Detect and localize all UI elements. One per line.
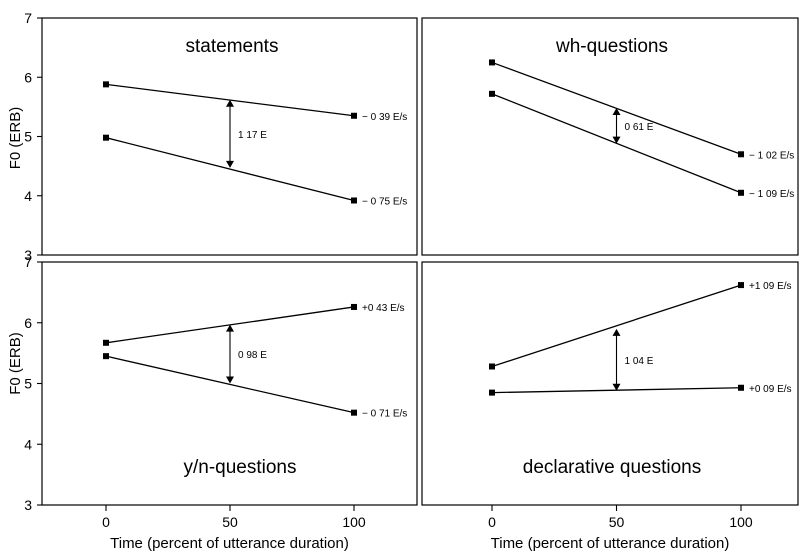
y-tick-label: 7	[24, 254, 32, 270]
arrow-head-down	[612, 136, 621, 144]
x-tick-label: 50	[222, 514, 238, 530]
data-point	[738, 151, 744, 158]
x-tick-label: 100	[729, 514, 753, 530]
panel-title: statements	[186, 36, 279, 57]
arrow-head-up	[612, 108, 621, 116]
gap-label: 0 61 E	[625, 122, 654, 133]
panel-title: wh-questions	[555, 36, 668, 57]
slope-label: − 0 75 E/s	[362, 196, 407, 207]
y-tick-label: 5	[24, 129, 32, 145]
x-tick-label: 100	[342, 514, 366, 530]
slope-label: − 0 39 E/s	[362, 112, 407, 123]
data-point	[489, 59, 495, 66]
panel-1: statements − 0 39 E/s − 0 75 E/s 1 17 E 5 6 7 3…	[24, 10, 418, 263]
data-point	[351, 409, 357, 416]
data-point	[738, 282, 744, 289]
data-point	[103, 339, 109, 346]
panels: statements− 0 39 E/s− 0 75 E/s1 17 E5673…	[7, 10, 799, 552]
data-point	[489, 389, 495, 396]
data-point	[351, 197, 357, 204]
x-axis-title: Time (percent of utterance duration)	[491, 535, 730, 552]
data-point	[351, 303, 357, 310]
data-point	[489, 90, 495, 97]
panel-frame	[421, 17, 799, 256]
gap-label: 1 04 E	[625, 356, 654, 367]
y-tick-label: 3	[24, 497, 32, 513]
arrow-head-down	[226, 376, 234, 384]
panel-2: wh-questions − 1 02 E/s − 1 09 E/s 0 61 E	[421, 17, 799, 256]
series-line	[491, 284, 742, 368]
y-tick-label: 6	[24, 69, 32, 85]
panel-title: declarative questions	[523, 457, 702, 478]
data-point	[738, 384, 744, 391]
data-point	[489, 363, 495, 370]
data-point	[103, 81, 109, 88]
panel-frame	[421, 261, 799, 506]
y-tick-label: 4	[24, 188, 32, 204]
arrow-head-up	[612, 328, 621, 336]
y-axis-title: F0 (ERB)	[7, 332, 24, 395]
arrow-head-down	[226, 160, 234, 168]
x-tick-label: 0	[488, 514, 496, 530]
panel-4: declarative questions +1 09 E/s +0 09 E/s 1…	[421, 261, 799, 552]
x-tick-label: 0	[102, 514, 110, 530]
data-point	[103, 353, 109, 360]
panel-3: y/n-questions +0 43 E/s − 0 71 E/s 0 98 E 3 4…	[7, 254, 418, 552]
y-tick-label: 6	[24, 315, 32, 331]
arrow-head-up	[226, 324, 234, 332]
slope-label: − 1 09 E/s	[749, 189, 794, 200]
x-tick-label: 50	[609, 514, 625, 530]
shared-labels: F0 (ERB)	[7, 107, 24, 170]
gap-label: 0 98 E	[238, 350, 267, 361]
slope-label: +0 09 E/s	[749, 384, 792, 395]
slope-label: − 0 71 E/s	[362, 409, 407, 420]
y-tick-label: 4	[24, 436, 32, 452]
top-y-axis-title: F0 (ERB)	[7, 107, 24, 170]
slope-label: +1 09 E/s	[749, 281, 792, 292]
arrow-head-down	[612, 383, 621, 391]
series-line	[105, 355, 355, 414]
data-point	[103, 134, 109, 141]
y-tick-label: 5	[24, 376, 32, 392]
arrow-head-up	[226, 99, 234, 107]
data-point	[351, 112, 357, 119]
data-point	[738, 189, 744, 196]
panel-title: y/n-questions	[183, 457, 296, 478]
slope-label: − 1 02 E/s	[749, 150, 794, 161]
series-line	[105, 137, 355, 202]
y-tick-label: 7	[24, 10, 32, 26]
gap-label: 1 17 E	[238, 130, 267, 141]
x-axis-title: Time (percent of utterance duration)	[110, 535, 349, 552]
y-tick-label: 3	[24, 247, 32, 263]
slope-label: +0 43 E/s	[362, 303, 405, 314]
